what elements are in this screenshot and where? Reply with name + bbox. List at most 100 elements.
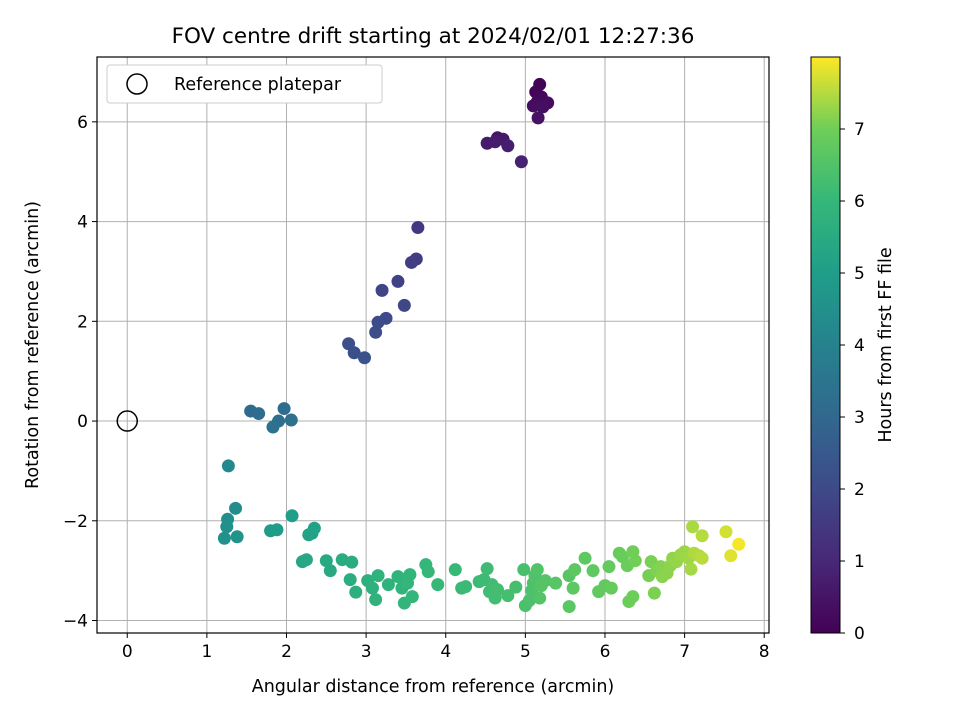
data-point — [369, 325, 383, 339]
data-point — [538, 574, 552, 588]
data-point — [732, 537, 746, 551]
data-point — [371, 569, 385, 583]
x-tick-label: 3 — [361, 642, 372, 662]
data-point — [391, 274, 405, 288]
data-point — [397, 298, 411, 312]
data-point — [522, 594, 536, 608]
data-point — [285, 509, 299, 523]
data-point — [626, 590, 640, 604]
grid-lines — [97, 57, 769, 633]
x-tick-label: 1 — [201, 642, 212, 662]
data-point — [375, 283, 389, 297]
data-point — [220, 520, 234, 534]
data-point — [270, 523, 284, 537]
data-point — [405, 255, 419, 269]
x-tick-label: 5 — [520, 642, 531, 662]
data-point — [358, 351, 372, 365]
data-point — [719, 525, 733, 539]
data-points — [217, 77, 746, 614]
colorbar-tick-label: 2 — [854, 480, 865, 500]
data-point — [230, 530, 244, 544]
colorbar-tick-label: 3 — [854, 408, 865, 428]
data-point — [578, 551, 592, 565]
data-point — [695, 551, 709, 565]
data-point — [490, 583, 504, 597]
data-point — [277, 402, 291, 416]
x-tick-label: 6 — [600, 642, 611, 662]
data-point — [371, 315, 385, 329]
data-point — [501, 589, 515, 603]
data-point — [562, 600, 576, 614]
data-point — [514, 155, 528, 169]
colorbar: 0 1 2 3 4 5 6 7 Hours from first FF file — [810, 56, 896, 644]
data-point — [566, 581, 580, 595]
data-point — [421, 565, 435, 579]
legend: Reference platepar — [106, 64, 383, 104]
data-point — [501, 139, 515, 153]
y-tick-label: −2 — [63, 512, 88, 532]
legend-marker-icon — [126, 73, 148, 95]
x-axis-ticks: 0 1 2 3 4 5 6 7 8 — [122, 633, 770, 662]
data-point — [724, 549, 738, 563]
data-point — [217, 531, 231, 545]
data-point — [517, 563, 531, 577]
data-point — [488, 135, 502, 149]
data-point — [647, 586, 661, 600]
data-point — [411, 221, 425, 235]
data-point — [448, 563, 462, 577]
data-point — [431, 578, 445, 592]
data-point — [530, 563, 544, 577]
data-point — [533, 591, 547, 605]
data-point — [365, 581, 379, 595]
data-point — [299, 553, 313, 567]
data-point — [695, 529, 709, 543]
data-point — [403, 568, 417, 582]
data-point — [323, 564, 337, 578]
data-point — [284, 413, 298, 427]
y-axis-ticks: −4 −2 0 2 4 6 — [63, 113, 97, 632]
y-tick-label: 0 — [77, 412, 88, 432]
colorbar-tick-label: 7 — [854, 120, 865, 140]
data-point — [405, 590, 419, 604]
data-point — [586, 564, 600, 578]
colorbar-tick-label: 1 — [854, 552, 865, 572]
y-tick-label: 6 — [77, 113, 88, 133]
data-point — [602, 560, 616, 574]
x-tick-label: 2 — [281, 642, 292, 662]
x-tick-label: 8 — [759, 642, 770, 662]
data-point — [319, 554, 333, 568]
data-point — [381, 578, 395, 592]
y-axis-label: Rotation from reference (arcmin) — [23, 201, 43, 489]
data-point — [604, 581, 618, 595]
legend-box — [106, 64, 383, 104]
x-axis-label: Angular distance from reference (arcmin) — [252, 677, 615, 697]
data-point — [252, 407, 266, 421]
data-point — [686, 520, 700, 534]
x-tick-label: 7 — [679, 642, 690, 662]
data-point — [531, 111, 545, 125]
data-point — [347, 346, 361, 360]
data-point — [480, 562, 494, 576]
data-point — [459, 580, 473, 594]
reference-platepar-marker — [116, 410, 139, 432]
data-point — [221, 459, 235, 473]
colorbar-tick-label: 0 — [854, 624, 865, 644]
data-point — [568, 563, 582, 577]
data-point — [526, 99, 540, 113]
data-point — [229, 501, 243, 515]
y-tick-label: −4 — [63, 612, 88, 632]
colorbar-tick-label: 4 — [854, 336, 865, 356]
data-point — [509, 580, 523, 594]
colorbar-tick-label: 6 — [854, 192, 865, 212]
data-point — [684, 562, 698, 576]
data-point — [391, 570, 405, 584]
plot-frame — [96, 56, 770, 634]
legend-entry-label: Reference platepar — [174, 75, 342, 95]
y-tick-label: 4 — [77, 213, 88, 233]
data-point — [349, 585, 363, 599]
colorbar-tick-label: 5 — [854, 264, 865, 284]
colorbar-label: Hours from first FF file — [876, 247, 896, 442]
chart-title: FOV centre drift starting at 2024/02/01 … — [172, 24, 695, 49]
